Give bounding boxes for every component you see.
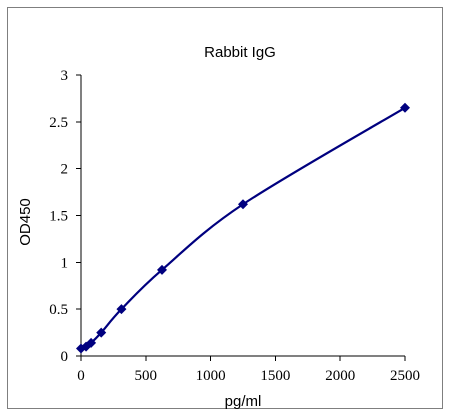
chart-title: Rabbit IgG [204, 44, 276, 61]
x-tick-label: 2500 [390, 368, 420, 384]
data-point [238, 199, 248, 210]
x-tick-label: 2000 [325, 368, 355, 384]
y-tick-label: 1.5 [49, 209, 68, 225]
x-tick-label: 500 [135, 368, 158, 384]
chart-frame [7, 7, 443, 409]
x-tick-label: 1000 [196, 368, 226, 384]
y-tick-label: 0 [61, 349, 69, 365]
y-tick-label: 2 [61, 162, 69, 178]
y-tick-label: 0.5 [49, 302, 68, 318]
data-point [157, 264, 167, 275]
y-axis-ticks: 0 0.5 1 1.5 2 2.5 3 [49, 68, 81, 365]
x-tick-label: 1500 [260, 368, 290, 384]
x-tick-label: 0 [77, 368, 85, 384]
y-tick-label: 1 [61, 255, 69, 271]
y-tick-label: 2.5 [49, 115, 68, 131]
fit-curve [80, 106, 406, 350]
y-axis-label: OD450 [17, 198, 34, 246]
y-tick-label: 3 [61, 68, 69, 84]
data-markers [76, 102, 410, 354]
data-point [96, 327, 107, 338]
data-point [400, 102, 410, 113]
data-point [86, 337, 97, 348]
x-axis-label: pg/ml [225, 393, 262, 410]
x-axis-ticks: 0 500 1000 1500 2000 2500 [77, 356, 420, 384]
data-point [116, 304, 127, 315]
